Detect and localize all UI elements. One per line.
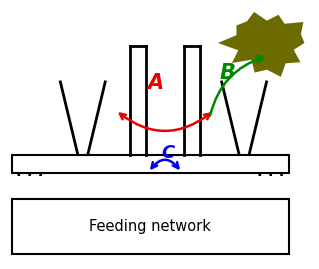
Text: . . .: . . . (16, 164, 43, 179)
Text: C: C (161, 144, 174, 162)
Text: Feeding network: Feeding network (89, 219, 211, 234)
Text: B: B (219, 63, 235, 83)
Text: . . .: . . . (257, 164, 285, 179)
Polygon shape (218, 12, 305, 77)
Bar (11, 155, 289, 173)
Bar (11, 199, 289, 254)
Text: A: A (147, 73, 163, 93)
